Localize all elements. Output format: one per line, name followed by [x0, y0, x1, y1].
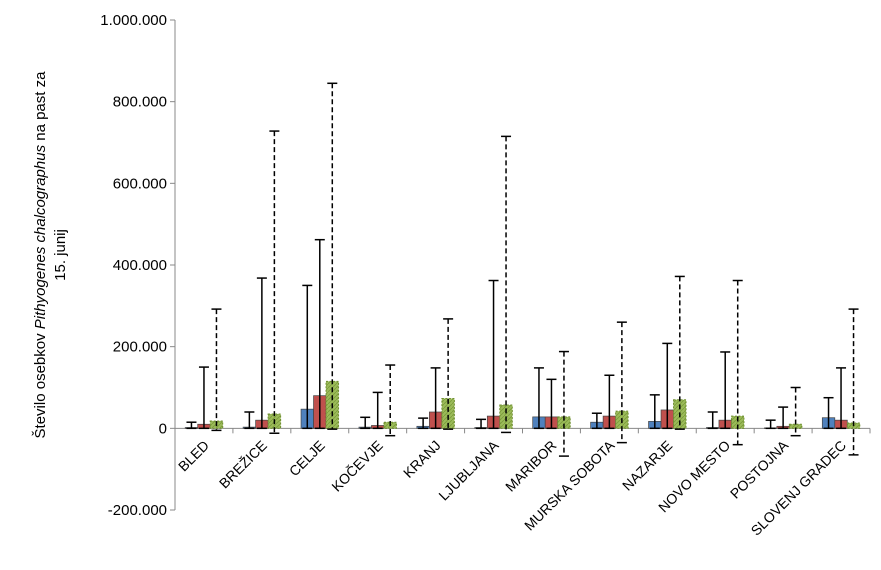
bars — [184, 380, 861, 429]
category-label: LJUBLJANA — [435, 437, 502, 504]
bar-series3-4 — [441, 398, 455, 429]
category-label: BREŽICE — [216, 437, 270, 491]
bar-series3-9 — [730, 415, 745, 429]
category-label: MARIBOR — [502, 437, 560, 495]
category-label: CELJE — [286, 437, 328, 479]
y-label-line1: Število osebkov Pithyogenes chalcographu… — [32, 71, 49, 439]
y-tick-label: 400.000 — [113, 257, 167, 274]
y-tick-label: 800.000 — [113, 94, 167, 111]
y-tick-label: 600.000 — [113, 175, 167, 192]
y-axis-label: Število osebkov Pithyogenes chalcographu… — [32, 71, 69, 439]
y-axis: -200.000 0 200.000 400.000 600.000 800.000 1.0… — [100, 12, 176, 519]
category-label: KRANJ — [400, 437, 444, 481]
category-label: KOČEVJE — [328, 437, 386, 495]
category-label: BLED — [175, 437, 212, 474]
category-label: NAZARJE — [619, 437, 675, 493]
y-tick-label: -200.000 — [108, 502, 167, 519]
y-label-line2: 15. junij — [52, 229, 69, 281]
error-bars — [186, 82, 859, 457]
y-tick-label: 1.000.000 — [100, 12, 167, 29]
category-label: SLOVENJ GRADEC — [748, 437, 850, 539]
x-axis — [174, 427, 871, 434]
y-tick-label: 200.000 — [113, 339, 167, 356]
y-tick-label: 0 — [159, 420, 167, 437]
bar-series3-6 — [557, 416, 571, 429]
